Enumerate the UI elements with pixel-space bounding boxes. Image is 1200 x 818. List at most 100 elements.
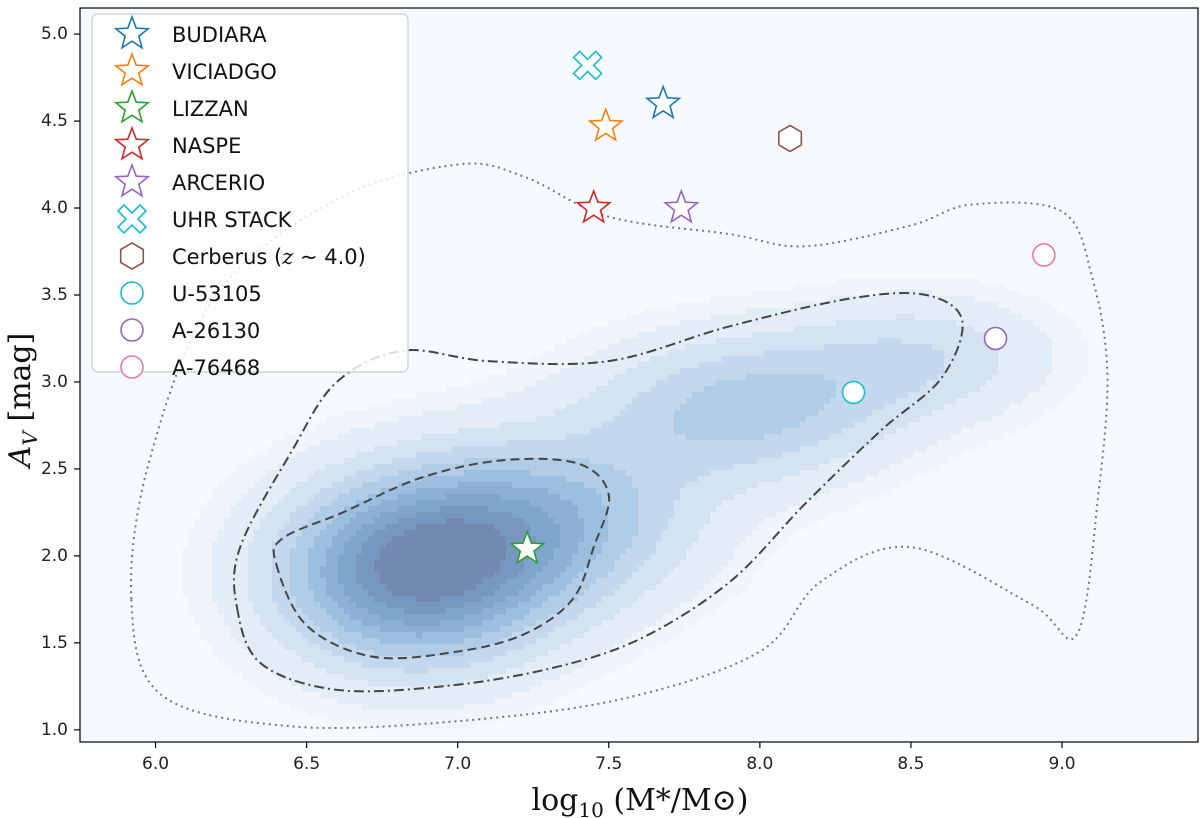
density-cell: [686, 356, 693, 363]
density-cell: [500, 614, 507, 621]
density-cell: [224, 500, 231, 507]
density-cell: [380, 572, 387, 579]
density-cell: [368, 530, 375, 537]
density-cell: [410, 446, 417, 453]
density-cell: [320, 614, 327, 621]
density-cell: [746, 482, 753, 489]
density-cell: [518, 560, 525, 567]
density-cell: [620, 332, 627, 339]
density-cell: [626, 404, 633, 411]
density-cell: [374, 416, 381, 423]
density-cell: [218, 488, 225, 495]
density-cell: [734, 518, 741, 525]
density-cell: [590, 584, 597, 591]
density-cell: [662, 500, 669, 507]
density-cell: [470, 620, 477, 627]
density-cell: [386, 626, 393, 633]
density-cell: [590, 554, 597, 561]
density-cell: [266, 452, 273, 459]
density-cell: [530, 626, 537, 633]
density-cell: [482, 512, 489, 519]
density-cell: [566, 434, 573, 441]
density-cell: [686, 446, 693, 453]
density-cell: [374, 638, 381, 645]
density-cell: [644, 614, 651, 621]
density-cell: [440, 464, 447, 471]
density-cell: [464, 614, 471, 621]
density-cell: [320, 710, 327, 717]
density-cell: [698, 368, 705, 375]
density-cell: [644, 362, 651, 369]
density-cell: [362, 476, 369, 483]
density-cell: [512, 692, 519, 699]
density-cell: [464, 560, 471, 567]
density-cell: [266, 596, 273, 603]
density-cell: [506, 626, 513, 633]
density-cell: [590, 596, 597, 603]
density-cell: [572, 596, 579, 603]
density-cell: [488, 452, 495, 459]
density-cell: [428, 512, 435, 519]
density-cell: [212, 536, 219, 543]
density-cell: [482, 650, 489, 657]
density-cell: [392, 668, 399, 675]
density-cell: [476, 650, 483, 657]
density-cell: [470, 572, 477, 579]
density-cell: [434, 494, 441, 501]
density-cell: [374, 458, 381, 465]
density-cell: [572, 362, 579, 369]
density-cell: [266, 494, 273, 501]
density-cell: [674, 512, 681, 519]
density-cell: [602, 614, 609, 621]
density-cell: [758, 362, 765, 369]
density-cell: [662, 614, 669, 621]
density-cell: [410, 458, 417, 465]
density-cell: [464, 680, 471, 687]
density-cell: [458, 488, 465, 495]
density-cell: [404, 494, 411, 501]
density-cell: [266, 560, 273, 567]
density-cell: [746, 356, 753, 363]
density-cell: [410, 416, 417, 423]
density-cell: [452, 632, 459, 639]
density-cell: [452, 644, 459, 651]
density-cell: [620, 440, 627, 447]
density-cell: [602, 374, 609, 381]
density-cell: [704, 578, 711, 585]
density-cell: [236, 482, 243, 489]
density-cell: [446, 422, 453, 429]
density-cell: [392, 530, 399, 537]
density-cell: [266, 446, 273, 453]
density-cell: [452, 584, 459, 591]
density-cell: [248, 614, 255, 621]
density-cell: [326, 692, 333, 699]
density-cell: [710, 554, 717, 561]
density-cell: [194, 608, 201, 615]
density-cell: [512, 428, 519, 435]
density-cell: [326, 458, 333, 465]
density-cell: [398, 428, 405, 435]
density-cell: [536, 488, 543, 495]
density-cell: [368, 578, 375, 585]
density-cell: [482, 572, 489, 579]
density-cell: [224, 572, 231, 579]
density-cell: [278, 680, 285, 687]
density-cell: [602, 356, 609, 363]
density-cell: [230, 656, 237, 663]
density-cell: [626, 380, 633, 387]
density-cell: [548, 536, 555, 543]
density-cell: [248, 644, 255, 651]
density-cell: [416, 422, 423, 429]
density-cell: [596, 596, 603, 603]
density-cell: [620, 512, 627, 519]
density-cell: [338, 512, 345, 519]
density-cell: [632, 404, 639, 411]
density-cell: [386, 476, 393, 483]
density-cell: [188, 590, 195, 597]
density-cell: [350, 566, 357, 573]
density-cell: [674, 362, 681, 369]
density-cell: [290, 674, 297, 681]
density-cell: [476, 698, 483, 705]
density-cell: [332, 596, 339, 603]
density-cell: [404, 512, 411, 519]
